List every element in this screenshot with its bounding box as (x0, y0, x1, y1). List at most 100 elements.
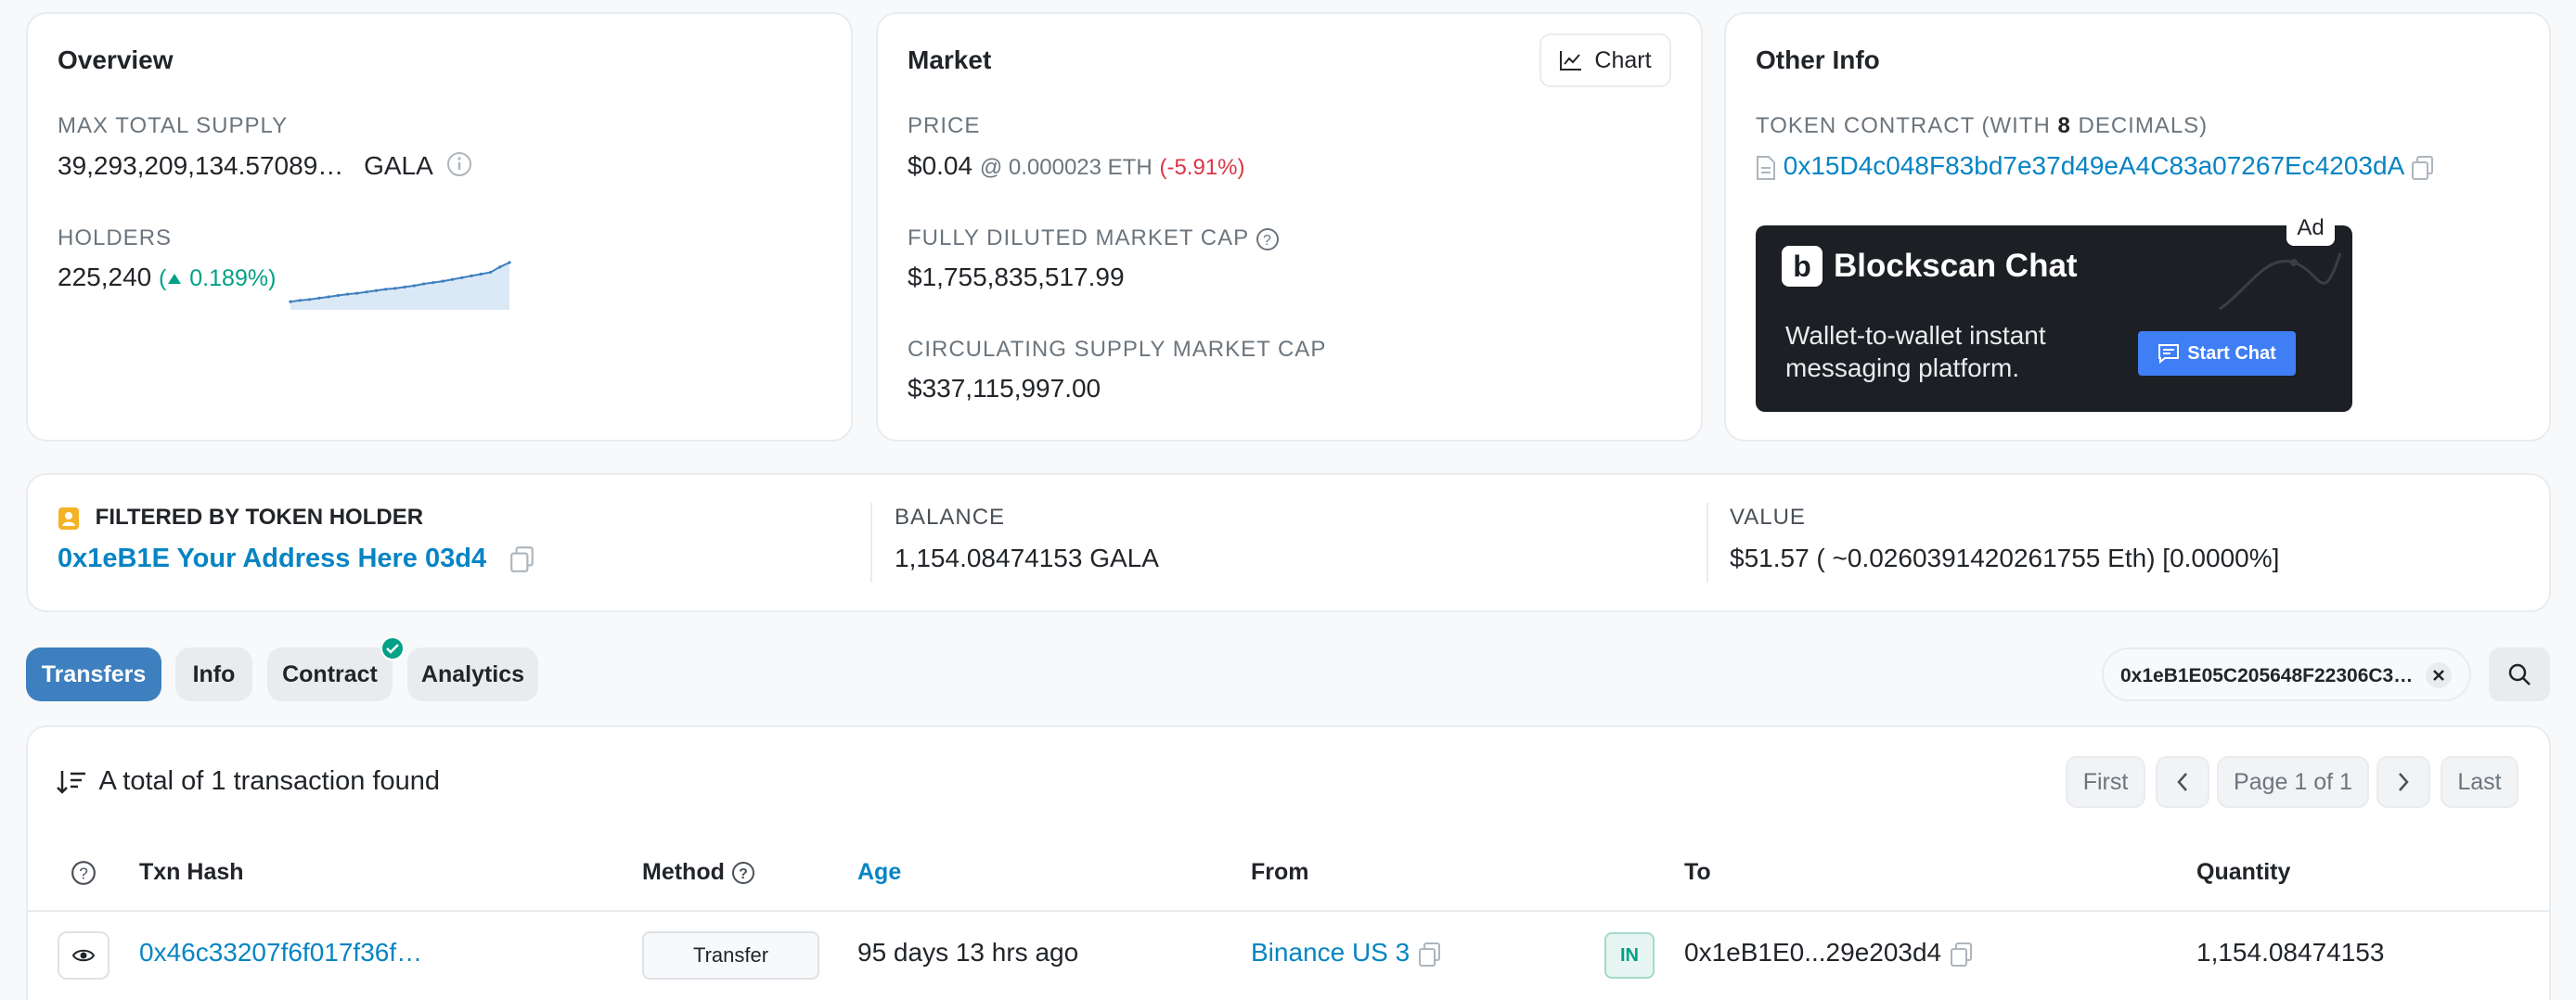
fdmc-value: $1,755,835,517.99 (908, 263, 1125, 291)
holders-value: 225,240 ( 0.189%) (58, 263, 276, 292)
tab-contract[interactable]: Contract (267, 647, 393, 701)
txn-age: 95 days 13 hrs ago (857, 938, 1079, 967)
question-icon[interactable]: ? (71, 860, 97, 886)
txn-from: Binance US 3 (1251, 938, 1443, 968)
column-quantity: Quantity (2196, 859, 2291, 885)
token-contract: 0x15D4c048F83bd7e37d49eA4C83a07267Ec4203… (1756, 151, 2436, 181)
holders-sparkline-point (374, 288, 378, 292)
caret-up-icon (168, 274, 182, 285)
holders-sparkline-point (345, 292, 350, 296)
eye-icon (71, 949, 96, 962)
view-details-button[interactable] (58, 931, 109, 980)
price-eth: @ 0.000023 ETH (979, 155, 1153, 180)
ad-badge: Ad (2286, 211, 2335, 246)
txn-quantity: 1,154.08474153 (2196, 938, 2385, 967)
max-supply-amount: 39,293,209,134.57089… (58, 151, 344, 180)
token-decimals: 8 (2057, 113, 2071, 138)
holders-change-value: 0.189% (189, 265, 269, 291)
file-icon (1757, 155, 1775, 180)
holders-sparkline-point (431, 281, 435, 285)
table-header-divider (28, 910, 2549, 912)
transactions-summary: A total of 1 transaction found (56, 766, 440, 797)
pagination-last[interactable]: Last (2441, 756, 2518, 808)
holders-sparkline-point (508, 261, 511, 264)
holders-sparkline-point (450, 277, 455, 281)
sort-descending-icon (57, 771, 85, 795)
info-icon[interactable] (446, 151, 472, 184)
holders-sparkline-point (470, 274, 473, 277)
holders-sparkline-point (403, 285, 406, 288)
ad-title: Blockscan Chat (1834, 248, 2078, 284)
token-contract-label: TOKEN CONTRACT (WITH 8 DECIMALS) (1756, 113, 2208, 139)
transactions-summary-text: A total of 1 transaction found (98, 766, 441, 796)
address-filter-chip[interactable]: 0x1eB1E05C205648F22306C3… (2102, 647, 2471, 701)
filter-address-link[interactable]: 0x1eB1E Your Address Here 03d4 (58, 544, 487, 573)
svg-text:?: ? (739, 866, 748, 882)
filter-label: FILTERED BY TOKEN HOLDER (58, 505, 423, 531)
filter-address: 0x1eB1E Your Address Here 03d4 (58, 544, 536, 574)
price-label: PRICE (908, 113, 981, 138)
ad-line-1: Wallet-to-wallet instant (1785, 321, 2046, 350)
pagination-next[interactable] (2376, 756, 2430, 808)
contact-card-icon (58, 506, 79, 530)
holders-sparkline-line (290, 262, 510, 303)
question-icon[interactable]: ? (731, 861, 755, 885)
value-value: $51.57 ( ~0.0260391420261755 Eth) [0.000… (1730, 544, 2280, 572)
tab-analytics[interactable]: Analytics (407, 647, 538, 701)
tab-transfers[interactable]: Transfers (26, 647, 161, 701)
market-card: Market Chart PRICE $0.04 @ 0.000023 ETH … (876, 12, 1703, 442)
chart-button-label: Chart (1594, 46, 1652, 73)
holders-sparkline-point (479, 272, 483, 276)
csmc-label: CIRCULATING SUPPLY MARKET CAP (908, 337, 1327, 362)
clear-filter-icon[interactable] (2425, 661, 2453, 689)
verified-check-icon (380, 636, 405, 660)
pagination-first[interactable]: First (2066, 756, 2145, 808)
filter-card: FILTERED BY TOKEN HOLDER 0x1eB1E Your Ad… (26, 473, 2551, 612)
holders-sparkline-point (298, 299, 302, 302)
txn-from-link[interactable]: Binance US 3 (1251, 938, 1410, 967)
tab-info[interactable]: Info (175, 647, 252, 701)
chevron-right-icon (2399, 773, 2409, 791)
other-info-title: Other Info (1756, 45, 1880, 74)
max-supply-value: 39,293,209,134.57089… GALA (58, 151, 472, 184)
svg-text:?: ? (1263, 233, 1272, 249)
address-filter-chip-text: 0x1eB1E05C205648F22306C3… (2120, 665, 2414, 686)
holders-sparkline-point (412, 284, 416, 288)
ad-line-2: messaging platform. (1785, 353, 2020, 382)
column-from: From (1251, 859, 1309, 885)
filter-divider-2 (1707, 503, 1708, 583)
question-icon[interactable]: ? (1256, 227, 1280, 251)
copy-icon[interactable] (509, 545, 536, 573)
price-usd: $0.04 (908, 151, 973, 180)
fdmc-label-text: FULLY DILUTED MARKET CAP (908, 225, 1249, 250)
txn-hash-link[interactable]: 0x46c33207f6f017f36f… (139, 938, 423, 967)
chart-button[interactable]: Chart (1539, 33, 1671, 87)
market-title: Market (908, 45, 992, 74)
copy-icon[interactable] (1417, 942, 1443, 968)
line-chart-icon (1560, 51, 1582, 71)
filter-label-text: FILTERED BY TOKEN HOLDER (95, 505, 424, 530)
holders-sparkline-point (422, 282, 426, 286)
ad-decoration (2219, 252, 2342, 311)
token-contract-label-post: DECIMALS) (2070, 113, 2209, 138)
ad-brand-logo: b (1782, 246, 1823, 287)
copy-icon[interactable] (2410, 155, 2436, 181)
search-icon (2508, 663, 2531, 686)
column-age[interactable]: Age (857, 859, 902, 885)
balance-label: BALANCE (895, 505, 1006, 530)
ad-start-chat-button[interactable]: Start Chat (2138, 331, 2296, 376)
copy-icon[interactable] (1949, 942, 1975, 968)
value-label: VALUE (1730, 505, 1806, 530)
pagination-prev[interactable] (2156, 756, 2209, 808)
max-supply-label: MAX TOTAL SUPPLY (58, 113, 289, 138)
overview-card: Overview MAX TOTAL SUPPLY 39,293,209,134… (26, 12, 853, 442)
holders-sparkline-point (307, 298, 312, 301)
holders-sparkline-point (317, 296, 321, 300)
holders-sparkline-point (355, 291, 359, 295)
balance-value: 1,154.08474153 GALA (895, 544, 1159, 572)
search-button[interactable] (2489, 647, 2550, 701)
csmc-value: $337,115,997.00 (908, 374, 1101, 403)
blockscan-ad[interactable]: b Blockscan Chat Wallet-to-wallet instan… (1756, 225, 2352, 412)
token-contract-link[interactable]: 0x15D4c048F83bd7e37d49eA4C83a07267Ec4203… (1783, 151, 2403, 180)
column-method-label: Method (642, 859, 725, 885)
